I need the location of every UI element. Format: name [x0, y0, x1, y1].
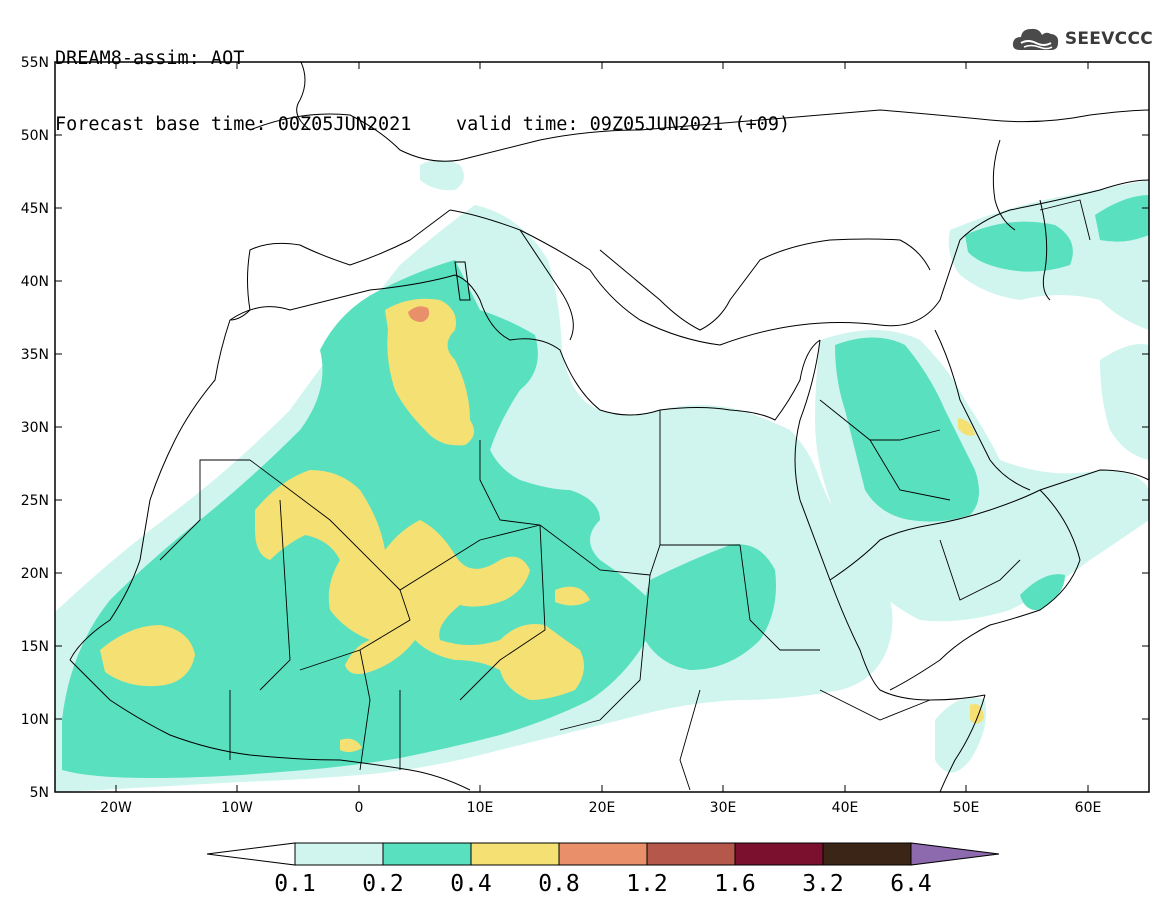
- lat-label: 10N: [21, 712, 49, 728]
- lon-label: 0: [355, 800, 364, 816]
- valid-time-label: valid time: 09Z05JUN2021 (+09): [455, 114, 791, 135]
- time-line: Forecast base time: 00Z05JUN2021 valid t…: [55, 114, 790, 136]
- aot-0.2-region-oman: [1020, 574, 1065, 611]
- legend-label: 1.6: [714, 871, 756, 897]
- cloud-icon: [1012, 28, 1058, 50]
- lat-label: 20N: [21, 566, 49, 582]
- lon-ticks: [115, 62, 1089, 792]
- lon-label: 30E: [710, 800, 737, 816]
- legend-label: 1.2: [626, 871, 668, 897]
- lat-label: 35N: [21, 347, 49, 363]
- lat-labels: 55N 50N 45N 40N 35N 30N 25N 20N 15N 10N …: [21, 55, 49, 801]
- aot-0.4-region-gulf: [958, 418, 975, 436]
- lat-label: 55N: [21, 55, 49, 71]
- product-title: DREAM8-assim: AOT: [55, 48, 245, 69]
- aot-0.1-region-iran: [1100, 344, 1149, 460]
- lat-label: 15N: [21, 639, 49, 655]
- legend-labels: 0.1 0.2 0.4 0.8 1.2 1.6 3.2 6.4: [274, 871, 932, 897]
- aot-0.2-region-sudan: [643, 544, 776, 670]
- country-borders: [159, 199, 1091, 791]
- lon-label: 20E: [589, 800, 616, 816]
- aot-0.4-region-ghana: [340, 738, 362, 753]
- lat-label: 45N: [21, 201, 49, 217]
- lat-label: 50N: [21, 128, 49, 144]
- aot-0.4-region-chad: [555, 586, 590, 606]
- logo-text: SEEVCCC: [1064, 29, 1153, 49]
- aot-0.2-region-iraq: [835, 337, 979, 522]
- lat-label: 25N: [21, 493, 49, 509]
- legend-label: 0.1: [274, 871, 316, 897]
- aot-0.4-region-tunisia: [385, 298, 474, 446]
- legend-label: 0.8: [538, 871, 580, 897]
- base-time-label: Forecast base time: 00Z05JUN2021: [55, 114, 412, 135]
- lon-label: 50E: [953, 800, 980, 816]
- aot-0.2-region-east: [1095, 195, 1149, 242]
- legend-label: 6.4: [890, 871, 932, 897]
- lat-label: 40N: [21, 274, 49, 290]
- legend-label: 0.4: [450, 871, 492, 897]
- aot-map: 55N 50N 45N 40N 35N 30N 25N 20N 15N 10N …: [21, 55, 1150, 816]
- coastlines: [69, 62, 1149, 792]
- aot-0.1-region-north: [420, 160, 464, 191]
- legend-label: 3.2: [802, 871, 844, 897]
- lon-label: 10W: [221, 800, 253, 816]
- seevccc-logo: SEEVCCC: [1010, 24, 1153, 54]
- lon-label: 40E: [832, 800, 859, 816]
- lon-label: 60E: [1075, 800, 1102, 816]
- lat-ticks: [55, 61, 1149, 793]
- lon-label: 20W: [100, 800, 132, 816]
- map-header: DREAM8-assim: AOT Forecast base time: 00…: [55, 4, 790, 158]
- legend-label: 0.2: [362, 871, 404, 897]
- lon-labels: 20W 10W 0 10E 20E 30E 40E 50E 60E: [100, 800, 1101, 816]
- lat-label: 30N: [21, 420, 49, 436]
- lat-label: 5N: [30, 785, 49, 801]
- aot-0.8-region-algeria: [408, 306, 430, 322]
- aot-0.4-region-senegal: [100, 625, 195, 687]
- lon-label: 10E: [467, 800, 494, 816]
